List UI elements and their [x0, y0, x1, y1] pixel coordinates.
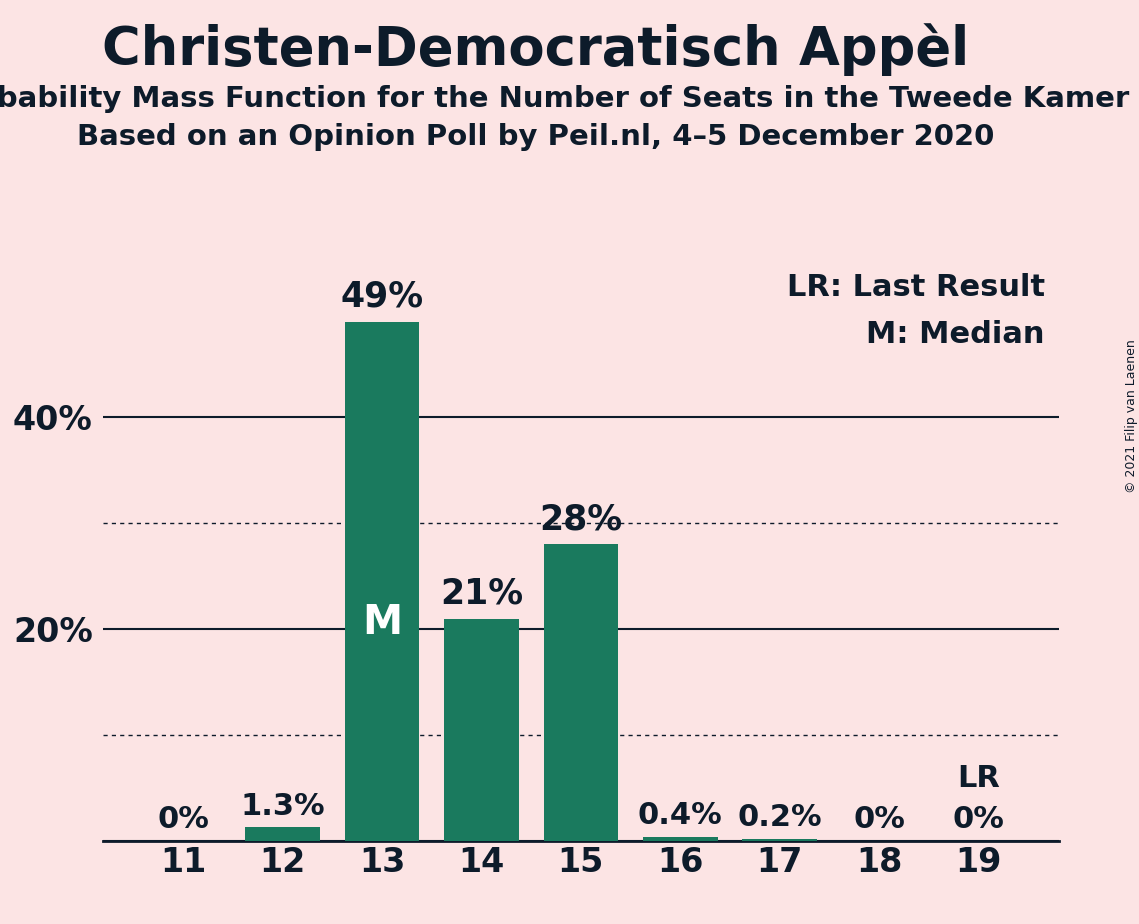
Text: Probability Mass Function for the Number of Seats in the Tweede Kamer: Probability Mass Function for the Number…: [0, 85, 1130, 113]
Text: LR: Last Result: LR: Last Result: [787, 274, 1044, 302]
Text: M: Median: M: Median: [867, 320, 1044, 349]
Bar: [245, 827, 320, 841]
Text: 1.3%: 1.3%: [240, 792, 325, 821]
Text: Based on an Opinion Poll by Peil.nl, 4–5 December 2020: Based on an Opinion Poll by Peil.nl, 4–5…: [76, 123, 994, 151]
Text: © 2021 Filip van Laenen: © 2021 Filip van Laenen: [1124, 339, 1138, 492]
Text: M: M: [362, 603, 402, 643]
Bar: [644, 836, 718, 841]
Bar: [743, 839, 817, 841]
Text: 0%: 0%: [952, 806, 1005, 834]
Bar: [444, 618, 518, 841]
Text: Christen-Democratisch Appèl: Christen-Democratisch Appèl: [101, 23, 969, 76]
Bar: [345, 322, 419, 841]
Text: 0.2%: 0.2%: [737, 803, 822, 833]
Text: LR: LR: [957, 764, 1000, 793]
Bar: [543, 544, 618, 841]
Text: 0%: 0%: [853, 806, 906, 834]
Text: 0%: 0%: [157, 806, 210, 834]
Text: 0.4%: 0.4%: [638, 801, 722, 831]
Text: 28%: 28%: [540, 502, 622, 536]
Text: 21%: 21%: [440, 576, 523, 610]
Text: 49%: 49%: [341, 280, 424, 314]
